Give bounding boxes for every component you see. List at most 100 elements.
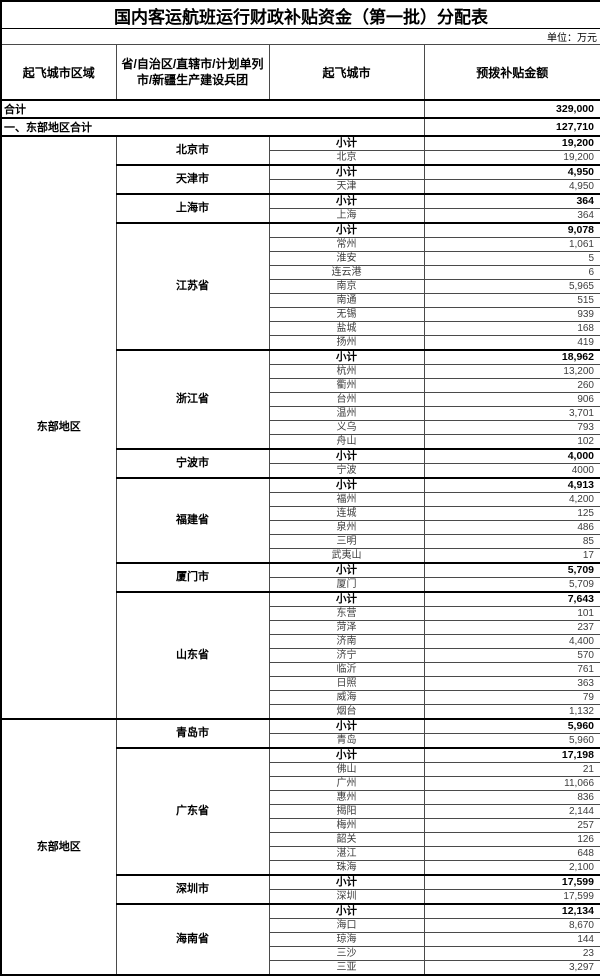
city-amount: 144 bbox=[423, 932, 600, 947]
city-amount: 8,670 bbox=[423, 918, 600, 933]
city-name: 东营 bbox=[268, 606, 425, 621]
subtotal-amount: 4,913 bbox=[423, 477, 600, 493]
table-body: 合计 329,000 一、东部地区合计 127,710 东部地区 北京市 小计 19,200 北… bbox=[0, 99, 600, 976]
city-name: 天津 bbox=[268, 179, 425, 195]
province-cell: 江苏省 bbox=[115, 222, 270, 351]
subtotal-label: 小计 bbox=[268, 562, 425, 578]
city-name: 衢州 bbox=[268, 378, 425, 393]
city-name: 惠州 bbox=[268, 790, 425, 805]
city-row: 盐城 168 bbox=[1, 321, 600, 336]
col-header-region: 起飞城市区域 bbox=[0, 44, 117, 101]
city-amount: 836 bbox=[423, 790, 600, 805]
col-header-amount: 预拨补贴金额 bbox=[423, 44, 600, 101]
subtotal-label: 小计 bbox=[268, 903, 425, 919]
city-amount: 21 bbox=[423, 762, 600, 777]
col-header-province: 省/自治区/直辖市/计划单列市/新疆生产建设兵团 bbox=[115, 44, 270, 101]
city-name: 海口 bbox=[268, 918, 425, 933]
subtotal-row: 福建省 小计 4,913 bbox=[1, 477, 600, 564]
subtotal-row: 东部地区 青岛市 小计 5,960 bbox=[0, 718, 600, 976]
city-amount: 2,144 bbox=[423, 804, 600, 819]
summary-row: 合计 329,000 bbox=[0, 99, 600, 119]
city-name: 烟台 bbox=[268, 704, 425, 720]
subtotal-amount: 17,599 bbox=[423, 874, 600, 890]
city-amount: 11,066 bbox=[423, 776, 600, 791]
city-name: 南通 bbox=[268, 293, 425, 308]
unit-label: 单位：万元 bbox=[0, 28, 600, 45]
region-cell: 东部地区 bbox=[0, 718, 117, 976]
subtotal-amount: 18,962 bbox=[423, 349, 600, 365]
subtotal-label: 小计 bbox=[268, 222, 425, 238]
city-name: 三亚 bbox=[268, 960, 425, 976]
city-name: 武夷山 bbox=[268, 548, 425, 564]
province-cell: 山东省 bbox=[115, 591, 270, 720]
city-name: 揭阳 bbox=[268, 804, 425, 819]
subtotal-row: 浙江省 小计 18,962 bbox=[1, 349, 600, 450]
city-amount: 2,100 bbox=[423, 860, 600, 876]
city-name: 宁波 bbox=[268, 463, 425, 479]
city-amount: 4,950 bbox=[423, 179, 600, 195]
city-row: 天津 4,950 bbox=[1, 179, 600, 195]
city-amount: 237 bbox=[423, 620, 600, 635]
city-row: 青岛 5,960 bbox=[1, 733, 600, 749]
subtotal-amount: 7,643 bbox=[423, 591, 600, 607]
province-cell: 青岛市 bbox=[115, 718, 270, 749]
city-amount: 3,297 bbox=[423, 960, 600, 976]
city-row: 义乌 793 bbox=[1, 420, 600, 435]
city-row: 海口 8,670 bbox=[1, 918, 600, 933]
city-row: 东营 101 bbox=[1, 606, 600, 621]
header-row: 起飞城市区域 省/自治区/直辖市/计划单列市/新疆生产建设兵团 起飞城市 预拨补… bbox=[0, 44, 600, 101]
province-cell: 海南省 bbox=[115, 903, 270, 976]
city-amount: 486 bbox=[423, 520, 600, 535]
city-amount: 363 bbox=[423, 676, 600, 691]
subtotal-row: 天津市 小计 4,950 bbox=[1, 164, 600, 195]
summary-amount: 329,000 bbox=[423, 99, 600, 119]
subtotal-amount: 17,198 bbox=[423, 747, 600, 763]
subtotal-row: 深圳市 小计 17,599 bbox=[1, 874, 600, 905]
city-row: 武夷山 17 bbox=[1, 548, 600, 564]
province-cell: 上海市 bbox=[115, 193, 270, 224]
province-cell: 天津市 bbox=[115, 164, 270, 195]
city-name: 广州 bbox=[268, 776, 425, 791]
city-amount: 125 bbox=[423, 506, 600, 521]
page-title: 国内客运航班运行财政补贴资金（第一批）分配表 bbox=[0, 0, 600, 29]
subtotal-amount: 5,709 bbox=[423, 562, 600, 578]
city-name: 韶关 bbox=[268, 832, 425, 847]
city-amount: 939 bbox=[423, 307, 600, 322]
subtotal-amount: 12,134 bbox=[423, 903, 600, 919]
city-amount: 570 bbox=[423, 648, 600, 663]
city-name: 常州 bbox=[268, 237, 425, 252]
subtotal-label: 小计 bbox=[268, 477, 425, 493]
city-name: 佛山 bbox=[268, 762, 425, 777]
city-amount: 515 bbox=[423, 293, 600, 308]
province-cell: 北京市 bbox=[115, 135, 270, 166]
city-name: 三沙 bbox=[268, 946, 425, 961]
city-row: 威海 79 bbox=[1, 690, 600, 705]
city-amount: 168 bbox=[423, 321, 600, 336]
summary-row: 一、东部地区合计 127,710 bbox=[0, 117, 600, 137]
subtotal-row: 东部地区 北京市 小计 19,200 bbox=[0, 135, 600, 720]
province-cell: 厦门市 bbox=[115, 562, 270, 593]
city-amount: 4000 bbox=[423, 463, 600, 479]
city-amount: 260 bbox=[423, 378, 600, 393]
city-amount: 906 bbox=[423, 392, 600, 407]
city-name: 温州 bbox=[268, 406, 425, 421]
city-name: 舟山 bbox=[268, 434, 425, 450]
city-name: 青岛 bbox=[268, 733, 425, 749]
city-name: 扬州 bbox=[268, 335, 425, 351]
subtotal-label: 小计 bbox=[268, 164, 425, 180]
city-amount: 126 bbox=[423, 832, 600, 847]
subtotal-amount: 4,950 bbox=[423, 164, 600, 180]
city-amount: 101 bbox=[423, 606, 600, 621]
city-name: 盐城 bbox=[268, 321, 425, 336]
subtotal-row: 宁波市 小计 4,000 bbox=[1, 448, 600, 479]
city-name: 珠海 bbox=[268, 860, 425, 876]
city-row: 杭州 13,200 bbox=[1, 364, 600, 379]
city-amount: 102 bbox=[423, 434, 600, 450]
subtotal-label: 小计 bbox=[268, 591, 425, 607]
region-cell: 东部地区 bbox=[0, 135, 117, 720]
city-name: 菏泽 bbox=[268, 620, 425, 635]
province-cell: 福建省 bbox=[115, 477, 270, 564]
subtotal-label: 小计 bbox=[268, 448, 425, 464]
city-name: 淮安 bbox=[268, 251, 425, 266]
